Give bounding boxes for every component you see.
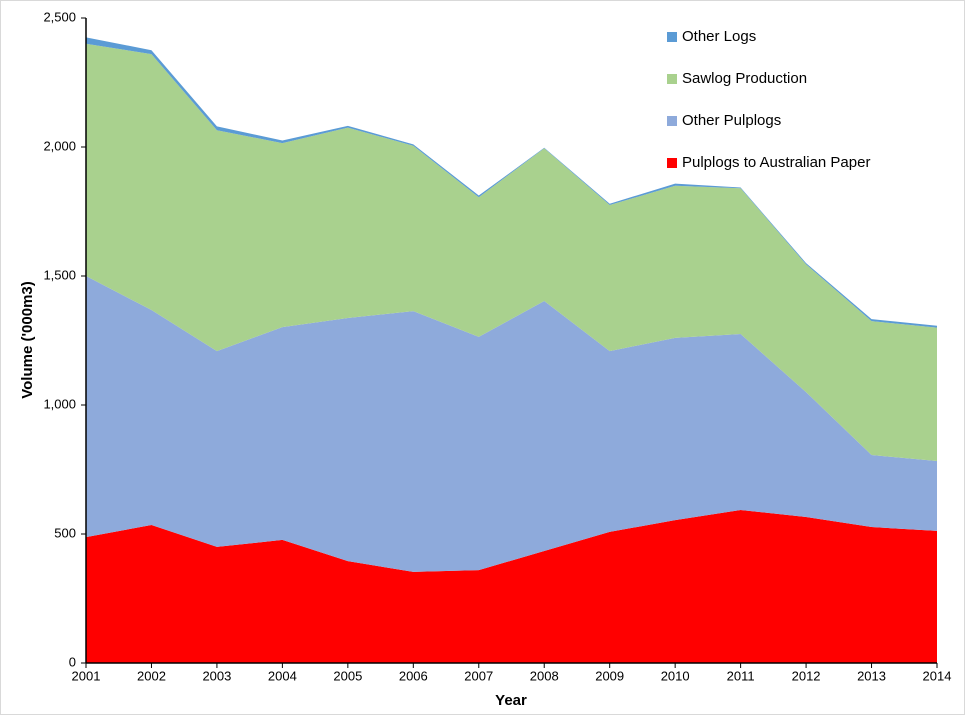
legend-swatch	[667, 74, 677, 84]
x-tick-label: 2012	[792, 668, 821, 683]
legend-label: Other Pulplogs	[682, 112, 781, 129]
x-tick-label: 2007	[464, 668, 493, 683]
y-tick-label: 500	[54, 525, 76, 540]
x-tick-label: 2009	[595, 668, 624, 683]
x-tick-label: 2002	[137, 668, 166, 683]
legend-swatch	[667, 158, 677, 168]
x-tick-label: 2010	[661, 668, 690, 683]
area	[86, 510, 937, 663]
x-tick-label: 2005	[333, 668, 362, 683]
legend-swatch	[667, 32, 677, 42]
legend-swatch	[667, 116, 677, 126]
x-tick-label: 2011	[727, 668, 755, 683]
x-tick-label: 2013	[857, 668, 886, 683]
y-tick-label: 2,000	[43, 138, 76, 153]
x-tick-label: 2004	[268, 668, 297, 683]
y-tick-label: 1,000	[43, 396, 76, 411]
x-axis-title: Year	[495, 692, 527, 709]
y-axis-title: Volume ('000m3)	[19, 281, 36, 399]
y-tick-label: 2,500	[43, 9, 76, 24]
x-tick-label: 2001	[72, 668, 101, 683]
y-tick-label: 1,500	[43, 267, 76, 282]
x-tick-label: 2003	[202, 668, 231, 683]
area	[86, 276, 937, 572]
y-tick-label: 0	[69, 654, 76, 669]
legend-label: Sawlog Production	[682, 70, 807, 87]
legend-label: Other Logs	[682, 28, 756, 45]
legend-label: Pulplogs to Australian Paper	[682, 154, 870, 171]
x-tick-label: 2014	[923, 668, 952, 683]
x-tick-label: 2006	[399, 668, 428, 683]
area	[86, 43, 937, 461]
x-tick-label: 2008	[530, 668, 559, 683]
